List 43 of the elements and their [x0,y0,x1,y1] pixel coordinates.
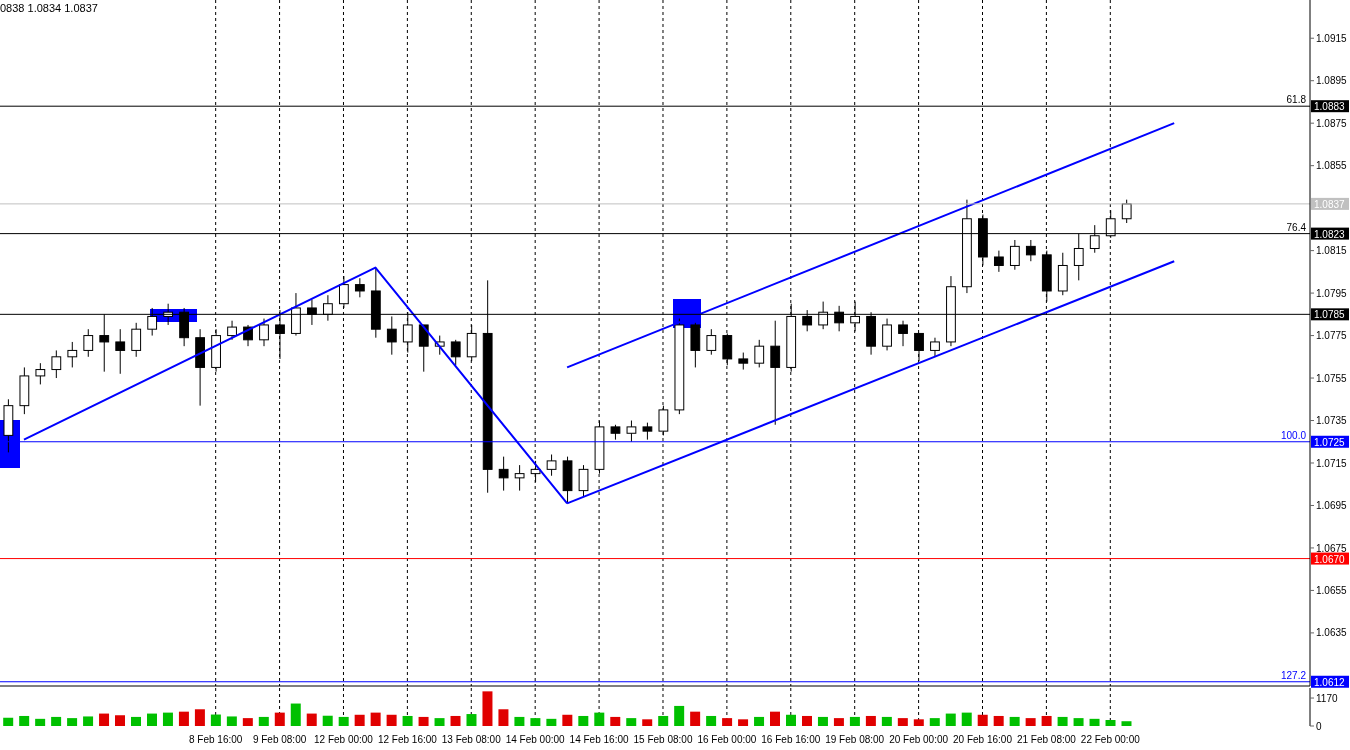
ref-line-label: 1.0612 [1314,676,1346,688]
x-tick-label: 19 Feb 08:00 [825,734,885,746]
x-tick-label: 14 Feb 00:00 [505,734,566,746]
annotation: 0838 1.0834 1.0837 [0,2,98,14]
x-tick-label: 8 Feb 16:00 [188,734,243,746]
ref-line-label: 1.0823 [1314,228,1346,240]
y-tick-label: 1.0735 [1316,415,1348,427]
ref-line-label: 1.0785 [1314,309,1346,321]
y-tick-label: 1.0695 [1316,500,1348,512]
x-tick-label: 12 Feb 00:00 [314,734,374,746]
y-tick-label: 1.0855 [1316,160,1348,172]
x-tick-label: 16 Feb 16:00 [761,734,821,746]
y-tick-label: 1170 [1316,692,1338,704]
y-tick-label: 1.0635 [1316,627,1348,639]
x-tick-label: 16 Feb 00:00 [697,734,757,746]
x-tick-label: 22 Feb 00:00 [1080,734,1141,746]
y-tick-label: 1.0795 [1316,287,1348,299]
y-tick-label: 1.0675 [1316,542,1348,554]
annotation: 127.2 [1280,669,1307,681]
annotation: 61.8 [1286,94,1307,106]
x-tick-label: 20 Feb 00:00 [889,734,949,746]
ref-line-label: 1.0725 [1314,436,1346,448]
y-tick-label: 1.0775 [1316,330,1348,342]
x-tick-label: 20 Feb 16:00 [953,734,1013,746]
x-tick-label: 15 Feb 08:00 [633,734,693,746]
ref-line-label: 1.0837 [1314,198,1346,210]
y-tick-label: 1.0755 [1316,372,1348,384]
y-tick-label: 1.0915 [1316,32,1348,44]
y-tick-label: 1.0715 [1316,457,1348,469]
x-tick-label: 12 Feb 16:00 [377,734,438,746]
y-tick-label: 1.0655 [1316,584,1348,596]
y-tick-label: 1.0875 [1316,117,1348,129]
x-tick-label: 14 Feb 16:00 [569,734,629,746]
annotation: 100.0 [1280,429,1307,441]
ref-line-label: 1.0883 [1314,101,1346,113]
y-tick-label: 1.0815 [1316,245,1348,257]
x-tick-label: 21 Feb 08:00 [1016,734,1077,746]
annotation: 76.4 [1286,221,1307,233]
ref-line-label: 1.0670 [1314,553,1346,565]
y-tick-label: 0 [1316,720,1322,732]
x-tick-label: 13 Feb 08:00 [441,734,502,746]
y-tick-label: 1.0895 [1316,75,1348,87]
x-tick-label: 9 Feb 08:00 [252,734,307,746]
